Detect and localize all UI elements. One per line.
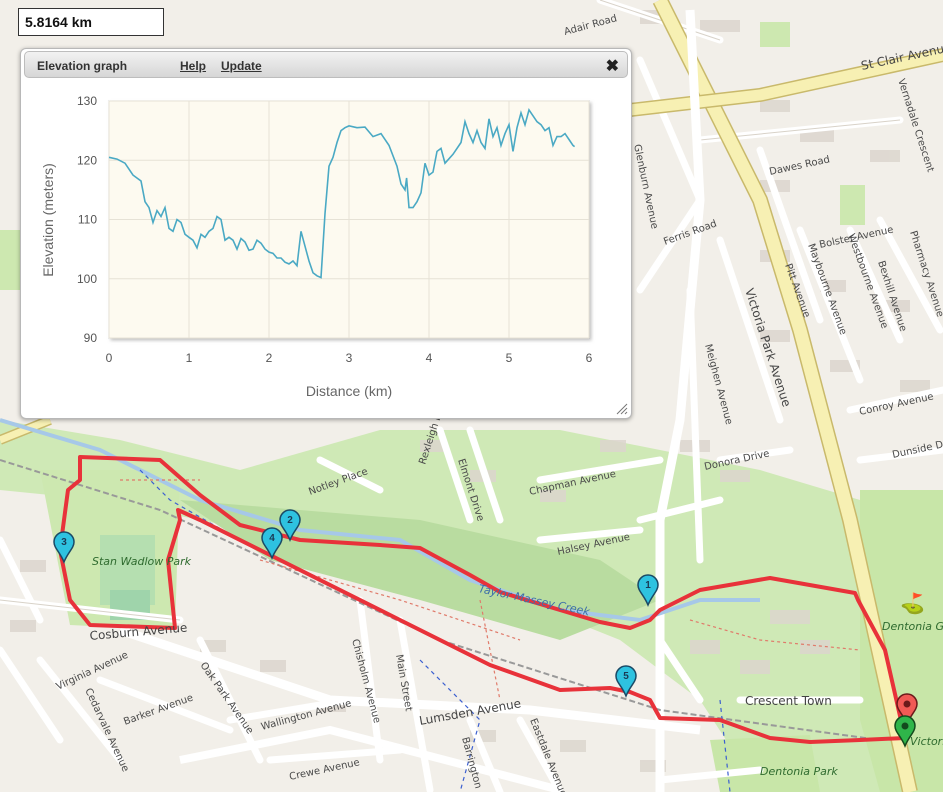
update-link[interactable]: Update bbox=[221, 59, 262, 73]
elevation-panel-header[interactable]: Elevation graph Help Update ✖ bbox=[24, 51, 628, 78]
svg-text:Dentonia Golf Course: Dentonia Golf Course bbox=[882, 620, 943, 633]
route-start-marker[interactable] bbox=[894, 715, 916, 749]
park-labels: Stan Wadlow Park Dentonia Golf Course De… bbox=[92, 555, 943, 778]
y-tick-label: 100 bbox=[77, 272, 97, 286]
route-marker-4[interactable]: 4 bbox=[261, 527, 283, 561]
golf-icon: ⛳ bbox=[900, 591, 925, 615]
route-marker-5[interactable]: 5 bbox=[615, 665, 637, 699]
y-axis-title: Elevation (meters) bbox=[40, 163, 56, 277]
resize-grip-icon[interactable] bbox=[616, 403, 628, 415]
svg-text:Victoria Park: Victoria Park bbox=[910, 735, 943, 748]
x-axis-title: Distance (km) bbox=[306, 383, 392, 399]
svg-text:1: 1 bbox=[645, 580, 651, 591]
help-link[interactable]: Help bbox=[180, 59, 207, 73]
svg-text:5: 5 bbox=[623, 671, 629, 682]
elevation-chart: 90 100 110 120 130 0 1 2 3 4 5 6 Distance (km) Ele… bbox=[40, 94, 593, 399]
x-tick-label: 6 bbox=[586, 351, 593, 365]
elevation-panel: Elevation graph Help Update ✖ 90 100 110 12… bbox=[20, 48, 632, 419]
elevation-series-line bbox=[108, 108, 576, 279]
svg-text:Dentonia Park: Dentonia Park bbox=[760, 765, 838, 778]
x-tick-label: 1 bbox=[186, 351, 193, 365]
route-marker-1[interactable]: 1 bbox=[637, 574, 659, 608]
y-tick-label: 130 bbox=[77, 94, 97, 108]
elevation-panel-title: Elevation graph bbox=[37, 59, 128, 73]
y-tick-label: 110 bbox=[78, 213, 97, 227]
svg-text:3: 3 bbox=[61, 537, 67, 548]
y-tick-label: 90 bbox=[84, 331, 98, 345]
lumsden-avenue-south bbox=[179, 725, 562, 792]
route-marker-3[interactable]: 3 bbox=[53, 531, 75, 565]
dentonia-park-area bbox=[710, 735, 820, 792]
route-end-marker[interactable] bbox=[896, 693, 918, 727]
x-axis-ticks: 0 1 2 3 4 5 6 bbox=[106, 351, 593, 365]
close-icon[interactable]: ✖ bbox=[605, 58, 619, 75]
x-tick-label: 2 bbox=[266, 351, 273, 365]
x-tick-label: 5 bbox=[506, 351, 513, 365]
lumsden-cosburn-road bbox=[118, 625, 701, 735]
distance-readout: 5.8164 km bbox=[18, 8, 164, 36]
x-tick-label: 4 bbox=[426, 351, 433, 365]
svg-text:Crescent Town: Crescent Town bbox=[745, 694, 832, 708]
svg-text:4: 4 bbox=[269, 533, 275, 544]
svg-text:Stan Wadlow Park: Stan Wadlow Park bbox=[92, 555, 192, 568]
chart-grid bbox=[108, 100, 590, 339]
x-tick-label: 0 bbox=[106, 351, 113, 365]
y-axis-ticks: 90 100 110 120 130 bbox=[77, 94, 97, 345]
svg-text:2: 2 bbox=[287, 515, 293, 526]
creek bbox=[0, 418, 760, 623]
rail-line bbox=[0, 459, 881, 741]
x-tick-label: 3 bbox=[346, 351, 353, 365]
route-marker-2[interactable]: 2 bbox=[279, 509, 301, 543]
dentonia-golf-area bbox=[860, 490, 943, 792]
y-tick-label: 120 bbox=[77, 153, 97, 167]
route-line bbox=[58, 455, 907, 744]
